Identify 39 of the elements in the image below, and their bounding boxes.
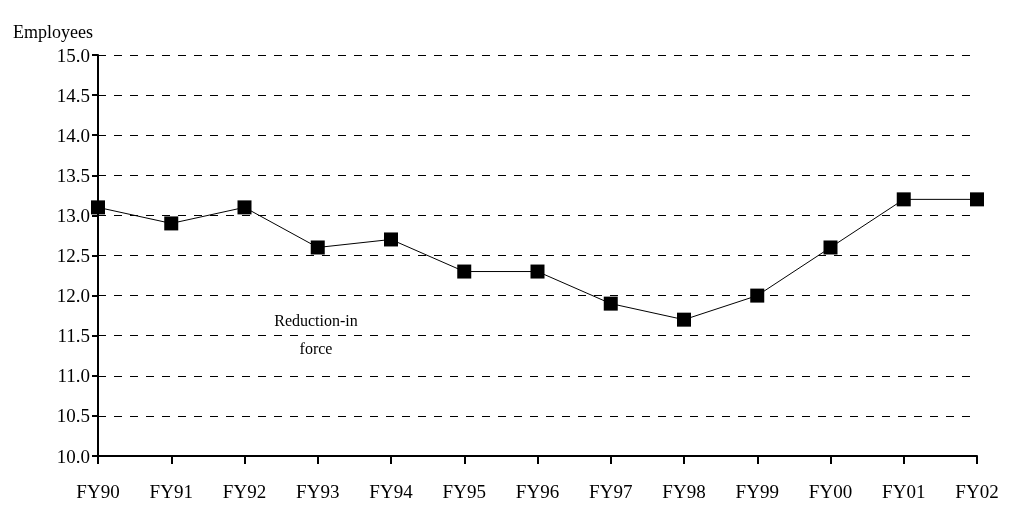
x-tick-label: FY93 [296,481,340,502]
point [750,288,765,303]
x-tick-label: FY90 [76,481,120,502]
y-tick-label: 11.5 [57,325,90,347]
y-tick-label: 15.0 [56,44,90,66]
y-tick-label: 13.5 [56,164,90,186]
x-tick-label: FY98 [662,481,706,502]
annotation: Reduction-in force [274,311,358,357]
point [603,296,618,311]
y-tick-label: 10.0 [56,445,90,467]
y-tick-label: 13.0 [56,204,90,226]
y-tick-label: 11.0 [57,365,90,387]
y-tick-label: 14.0 [56,124,90,146]
x-tick-label: FY95 [442,481,486,502]
y-tick-label: 10.5 [56,405,90,427]
point [823,240,838,255]
y-tick-label: 14.5 [56,84,90,106]
y-tick-label: 12.5 [56,245,90,266]
x-tick-label: FY00 [808,481,853,502]
point [677,312,691,327]
x-tick-label: FY02 [955,481,999,502]
x-tick-label: FY99 [735,481,779,502]
point [530,264,545,279]
point [237,200,252,215]
point [384,232,398,247]
point [310,240,325,255]
x-tick-label: FY01 [882,481,926,502]
point [457,264,472,279]
x-tick-label: FY92 [222,481,267,502]
y-tick-label: 12.0 [56,285,90,307]
x-tick-label: FY91 [149,481,193,502]
x-tick-label: FY97 [589,481,633,502]
point [91,200,105,215]
point [970,192,984,207]
x-tick-label: FY96 [515,481,560,502]
point [164,216,179,231]
point [896,192,911,207]
x-tick-label: FY94 [369,481,414,502]
y-axis-title: Employees [13,22,93,42]
